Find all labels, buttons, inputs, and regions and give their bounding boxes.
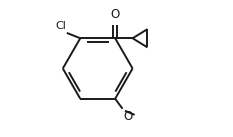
Text: Cl: Cl: [55, 21, 66, 31]
Text: O: O: [123, 110, 133, 123]
Text: O: O: [110, 8, 120, 22]
